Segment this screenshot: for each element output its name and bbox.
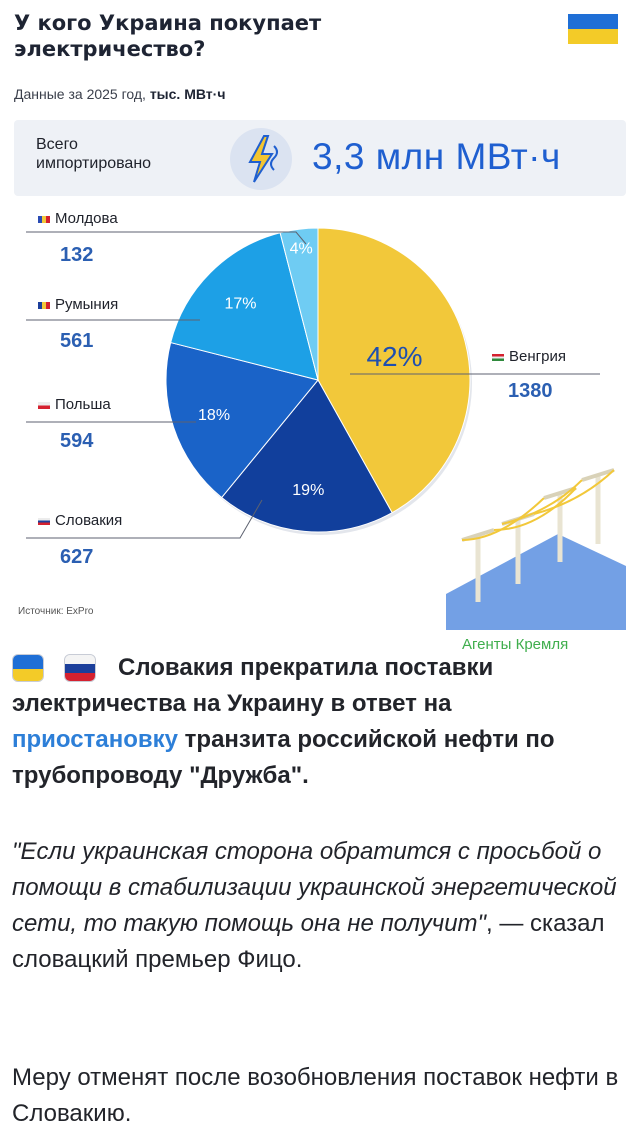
label-hungary: Венгрия [509, 348, 566, 365]
title-line-1: У кого Украина покупает [14, 11, 322, 35]
label-romania: Румыния [55, 296, 119, 313]
pie-slice-1 [220, 379, 393, 533]
value-slovakia: 627 [60, 546, 94, 568]
value-moldova: 132 [60, 244, 94, 266]
pie-percent-label-3: 17% [224, 296, 256, 313]
pie-percent-label-0: 42% [366, 341, 422, 372]
subtitle-prefix: Данные за 2025 год, [14, 86, 146, 102]
value-hungary: 1380 [508, 380, 553, 402]
value-poland: 594 [60, 430, 94, 452]
chart-subtitle: Данные за 2025 год, тыс. МВт·ч [14, 86, 225, 102]
lightning-bolt-icon [230, 128, 292, 190]
quote-text: "Если украинская сторона обратится с про… [12, 838, 617, 937]
ukraine-flag-emoji-icon [12, 654, 44, 682]
legend-moldova: Молдова [38, 210, 118, 227]
article-paragraph-2: Меру отменят после возобновления поставо… [12, 1064, 619, 1127]
total-label-line-2: импортировано [36, 155, 152, 172]
pie-slice-3 [170, 232, 319, 381]
legend-hungary: Венгрия [492, 348, 566, 365]
pie-percent-label-1: 19% [292, 482, 324, 499]
pie-slice-2 [165, 341, 319, 499]
value-romania: 561 [60, 330, 94, 352]
pie-percent-label-2: 18% [198, 407, 230, 424]
romania-flag-icon [38, 301, 50, 309]
article-quote: "Если украинская сторона обратится с про… [12, 834, 627, 978]
power-line-illustration [446, 468, 626, 630]
hungary-flag-icon [492, 353, 504, 361]
subtitle-unit: тыс. МВт·ч [149, 86, 226, 102]
total-box [14, 120, 626, 196]
moldova-flag-icon [38, 215, 50, 223]
link-suspension[interactable]: приостановку [12, 726, 178, 753]
leader-line-moldova [26, 231, 307, 245]
quote-attribution: , — сказал словацкий премьер Фицо. [12, 910, 605, 973]
pie-slice-4 [279, 227, 319, 381]
label-slovakia: Словакия [55, 512, 123, 529]
title-line-2: электричество? [14, 37, 206, 61]
legend-poland: Польша [38, 396, 111, 413]
pie-percent-label-4: 4% [290, 240, 313, 257]
total-value: 3,3 млн МВт·ч [312, 136, 561, 177]
watermark: Агенты Кремля [462, 636, 569, 653]
pie-chart: 42% 19% 18% 17% 4% [26, 227, 600, 539]
leader-line-slovakia [26, 499, 263, 539]
pie-slice-0 [317, 227, 471, 514]
slovakia-flag-emoji-icon [64, 654, 96, 682]
paragraph-1-tail: транзита российской нефти по трубопровод… [12, 726, 555, 789]
legend-romania: Румыния [38, 296, 118, 313]
paragraph-1-text: Словакия прекратила поставки электричест… [12, 654, 494, 717]
label-moldova: Молдова [55, 210, 118, 227]
label-poland: Польша [55, 396, 111, 413]
total-label: Всего импортировано [36, 135, 151, 173]
slovakia-flag-icon [38, 517, 50, 525]
legend-slovakia: Словакия [38, 512, 122, 529]
total-label-line-1: Всего [36, 136, 78, 153]
poland-flag-icon [38, 401, 50, 409]
ukraine-flag-icon [568, 14, 618, 44]
chart-title: У кого Украина покупает электричество? [14, 10, 321, 62]
source-note: Источник: ExPro [18, 606, 94, 617]
article-paragraph-1: Словакия прекратила поставки электричест… [12, 650, 622, 794]
